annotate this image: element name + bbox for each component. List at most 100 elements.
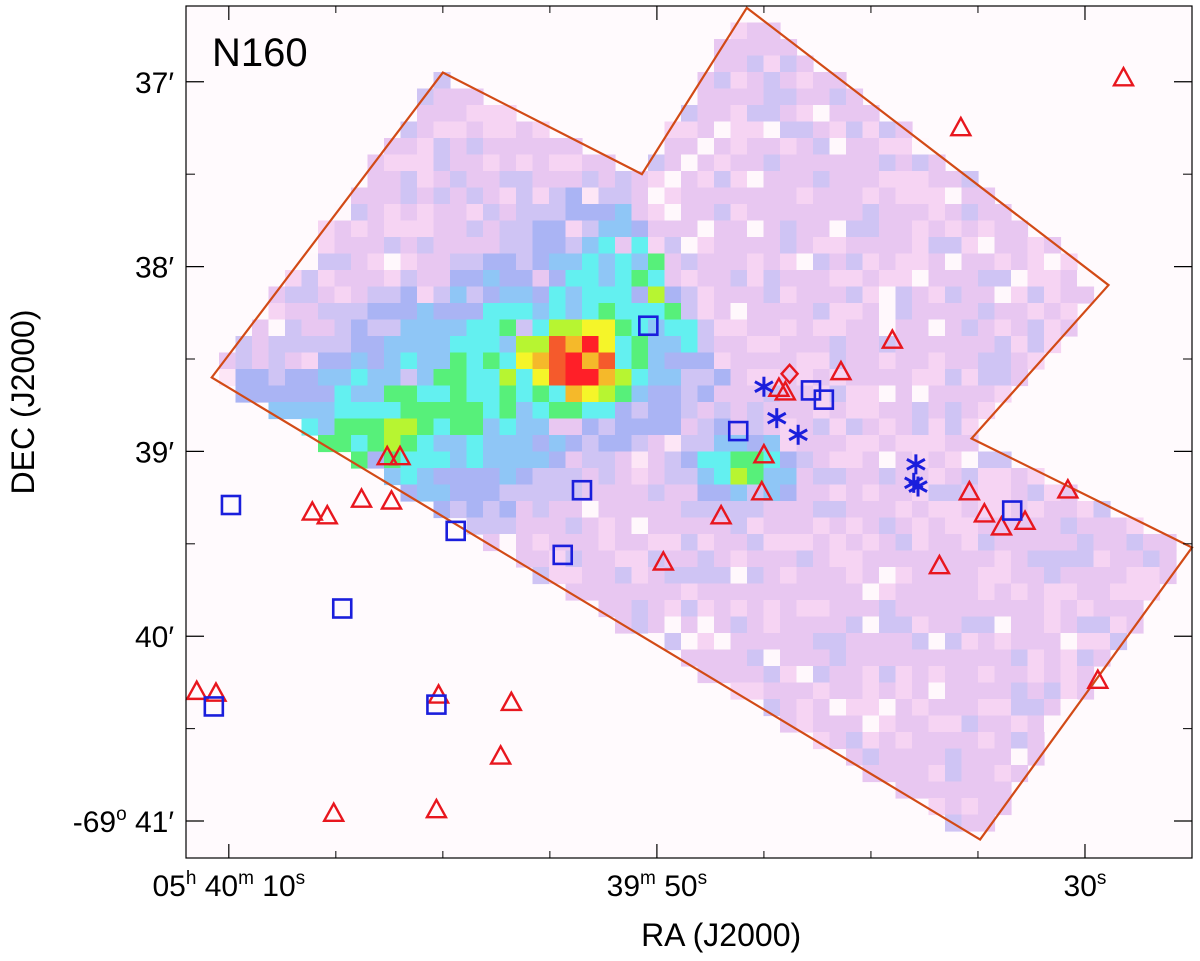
intensity-pixel [318,435,336,453]
intensity-pixel [334,385,352,403]
intensity-pixel [912,600,930,618]
intensity-pixel [928,418,946,436]
intensity-pixel [681,534,699,552]
intensity-pixel [235,336,253,354]
intensity-pixel [928,616,946,634]
intensity-pixel [813,270,831,288]
intensity-pixel [928,765,946,783]
intensity-pixel [895,270,913,288]
intensity-pixel [697,418,715,436]
intensity-pixel [747,352,765,370]
intensity-pixel [747,369,765,387]
intensity-pixel [615,583,633,601]
intensity-pixel [516,402,534,420]
intensity-pixel [978,286,996,304]
intensity-pixel [400,402,418,420]
intensity-pixel [994,633,1012,651]
intensity-pixel [433,220,451,238]
intensity-pixel [994,765,1012,783]
intensity-pixel [978,699,996,717]
intensity-pixel [912,319,930,337]
intensity-pixel [829,121,847,139]
intensity-pixel [1011,468,1029,486]
y-tick-labels: 37′38′39′40′-69o 41′ [73,67,175,839]
intensity-pixel [318,385,336,403]
intensity-pixel [829,451,847,469]
intensity-pixel [813,105,831,123]
intensity-pixel [862,336,880,354]
intensity-pixel [433,138,451,156]
intensity-pixel [697,352,715,370]
intensity-pixel [879,583,897,601]
intensity-pixel [961,352,979,370]
intensity-pixel [763,352,781,370]
intensity-pixel [912,550,930,568]
intensity-pixel [301,352,319,370]
intensity-pixel [648,451,666,469]
intensity-pixel [483,303,501,321]
intensity-pixel [895,633,913,651]
intensity-pixel [829,517,847,535]
intensity-pixel [351,187,369,205]
intensity-pixel [763,534,781,552]
intensity-pixel [895,220,913,238]
triangle-marker [773,379,797,401]
intensity-pixel [714,171,732,189]
intensity-pixel [664,418,682,436]
intensity-pixel [417,435,435,453]
intensity-pixel [483,385,501,403]
intensity-pixel [615,468,633,486]
intensity-pixel [532,319,550,337]
intensity-pixel [664,138,682,156]
intensity-pixel [846,187,864,205]
intensity-pixel [532,402,550,420]
intensity-pixel [1044,534,1062,552]
intensity-pixel [1044,600,1062,618]
y-tick-label: 38′ [135,252,174,285]
intensity-pixel [763,121,781,139]
intensity-pixel [912,517,930,535]
intensity-pixel [697,435,715,453]
intensity-pixel [994,534,1012,552]
intensity-pixel [318,336,336,354]
intensity-pixel [466,253,484,271]
intensity-pixel [384,303,402,321]
intensity-pixel [829,154,847,172]
intensity-pixel [417,138,435,156]
intensity-pixel [928,336,946,354]
intensity-pixel [549,171,567,189]
intensity-pixel [912,369,930,387]
intensity-pixel [400,138,418,156]
intensity-pixel [895,649,913,667]
intensity-pixel [978,336,996,354]
intensity-pixel [450,286,468,304]
intensity-pixel [994,319,1012,337]
intensity-pixel [697,550,715,568]
intensity-pixel [664,220,682,238]
intensity-pixel [780,88,798,106]
intensity-pixel [895,402,913,420]
intensity-pixel [565,534,583,552]
intensity-pixel [648,253,666,271]
intensity-pixel [895,699,913,717]
intensity-pixel [1077,501,1095,519]
intensity-pixel [1027,715,1045,733]
intensity-pixel [615,451,633,469]
intensity-pixel [961,814,979,832]
intensity-pixel [796,666,814,684]
intensity-pixel [384,204,402,222]
intensity-pixel [813,418,831,436]
intensity-pixel [747,550,765,568]
intensity-pixel [714,138,732,156]
intensity-pixel [895,765,913,783]
intensity-pixel [945,534,963,552]
intensity-pixel [747,237,765,255]
y-tick-label: 37′ [135,67,174,100]
intensity-pixel [549,402,567,420]
intensity-pixel [846,138,864,156]
intensity-pixel [961,567,979,585]
intensity-pixel [499,402,517,420]
intensity-pixel [582,385,600,403]
intensity-pixel [747,22,765,40]
intensity-pixel [466,171,484,189]
